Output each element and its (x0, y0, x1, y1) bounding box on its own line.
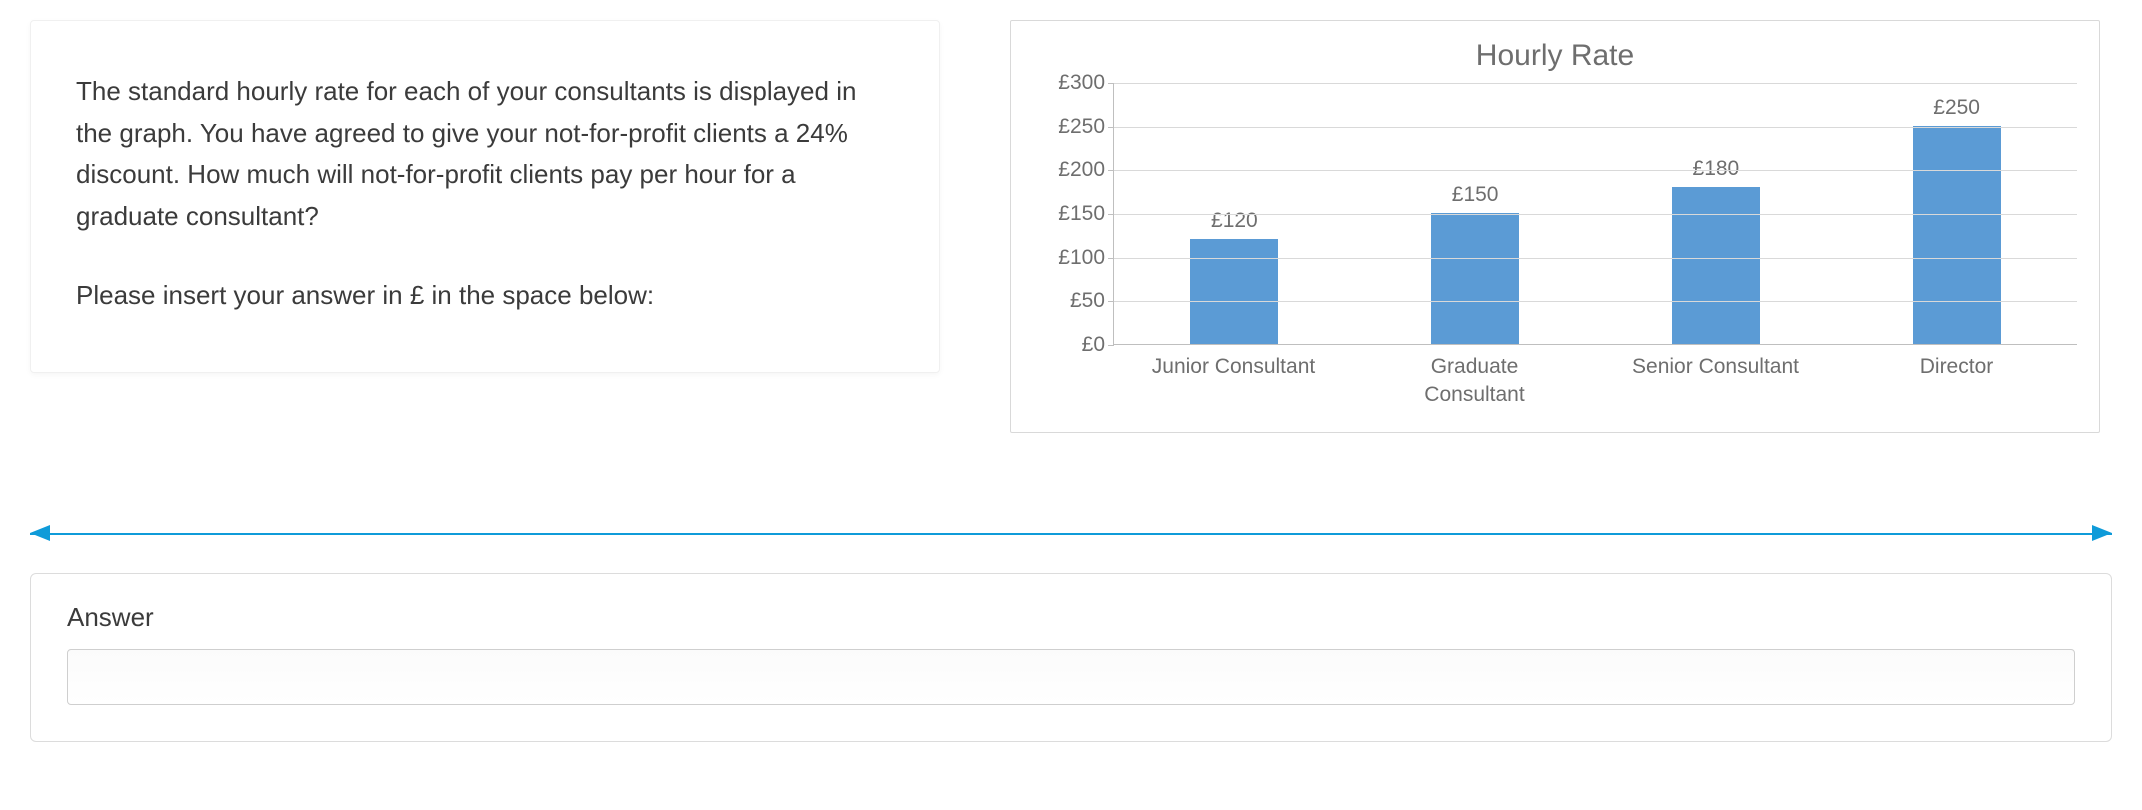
question-paragraph-2: Please insert your answer in £ in the sp… (76, 275, 894, 317)
chart-gridline (1114, 301, 2077, 302)
chart-title: Hourly Rate (1033, 39, 2077, 73)
chart-y-tick-label: £300 (1058, 71, 1105, 95)
chart-x-label: GraduateConsultant (1354, 353, 1595, 410)
chart-y-tickmark (1108, 345, 1114, 346)
page-root: The standard hourly rate for each of you… (0, 0, 2142, 782)
chart-x-label: Junior Consultant (1113, 353, 1354, 410)
chart-y-tickmark (1108, 170, 1114, 171)
question-card: The standard hourly rate for each of you… (30, 20, 940, 373)
chart-y-tick-label: £50 (1070, 289, 1105, 313)
chart-gridline (1114, 170, 2077, 171)
chart-bar-value-label: £250 (1933, 96, 1980, 120)
chart-y-tickmark (1108, 214, 1114, 215)
top-row: The standard hourly rate for each of you… (30, 20, 2112, 433)
chart-y-tickmark (1108, 127, 1114, 128)
chart-y-tick-label: £100 (1058, 246, 1105, 270)
chart-x-label: Director (1836, 353, 2077, 410)
question-paragraph-1: The standard hourly rate for each of you… (76, 71, 894, 237)
chart-gridline (1114, 127, 2077, 128)
answer-input[interactable] (67, 649, 2075, 705)
chart-card: Hourly Rate £0 £50 £100 £150 £200 £250 £300 £1… (1010, 20, 2100, 433)
chart-y-tickmark (1108, 83, 1114, 84)
chart-gridline (1114, 258, 2077, 259)
chart-body: £0£50£100£150£200£250£300 £120£150£180£2… (1033, 83, 2077, 410)
chart-x-labels: Junior ConsultantGraduateConsultantSenio… (1113, 353, 2077, 410)
chart-y-tickmark (1108, 301, 1114, 302)
chart-bar (1190, 239, 1278, 344)
chart-x-label: Senior Consultant (1595, 353, 1836, 410)
chart-bar-value-label: £120 (1211, 209, 1258, 233)
chart-plot-area: £120 £150 £180 £250 (1113, 83, 2077, 345)
section-divider (30, 523, 2112, 543)
paragraph-gap (76, 237, 894, 275)
chart-y-axis: £0£50£100£150£200£250£300 (1033, 83, 1113, 345)
chart-bar (1913, 126, 2001, 344)
chart-bar (1672, 187, 1760, 344)
chart-plot-wrap: £120 £150 £180 £250 Junior ConsultantGradua… (1113, 83, 2077, 410)
chart-bar (1431, 213, 1519, 344)
chart-y-tick-label: £150 (1058, 202, 1105, 226)
divider-arrow-right-icon (2092, 525, 2112, 541)
chart-gridline (1114, 83, 2077, 84)
chart-y-tick-label: £200 (1058, 158, 1105, 182)
chart-y-tick-label: £0 (1082, 333, 1105, 357)
answer-card: Answer (30, 573, 2112, 742)
chart-bar-value-label: £150 (1452, 183, 1499, 207)
chart-gridline (1114, 214, 2077, 215)
chart-bar-value-label: £180 (1693, 157, 1740, 181)
chart-y-tick-label: £250 (1058, 115, 1105, 139)
answer-label: Answer (67, 602, 2075, 633)
chart-y-tickmark (1108, 258, 1114, 259)
divider-line (30, 533, 2112, 535)
